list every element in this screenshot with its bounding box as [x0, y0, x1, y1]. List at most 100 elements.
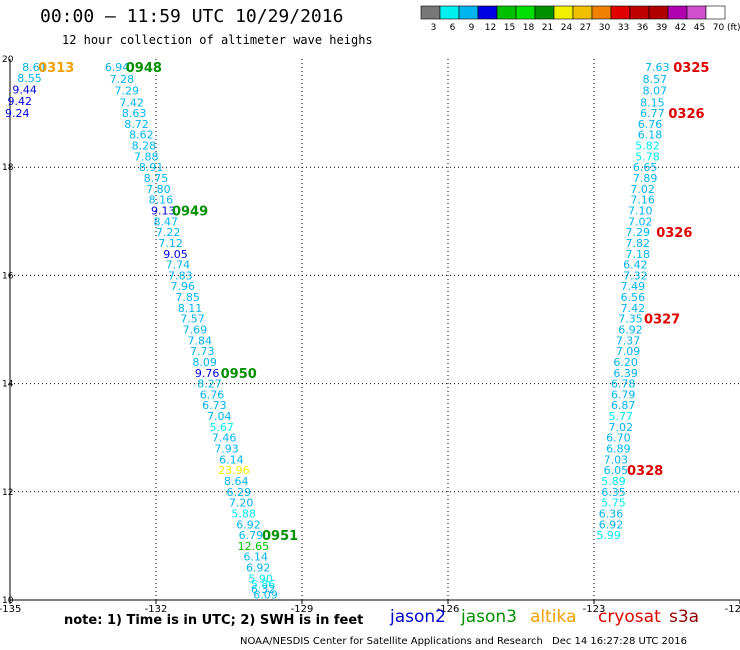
- swh-value-label: 6.92: [236, 518, 261, 531]
- swh-value-label: 6.36: [599, 507, 624, 520]
- swh-value-label: 7.12: [158, 237, 183, 250]
- swh-value-label: 6.05: [604, 464, 629, 477]
- swh-value-label: 8.64: [224, 475, 249, 488]
- legend-cryosat: cryosat: [598, 607, 661, 627]
- swh-value-label: 5.67: [209, 421, 234, 434]
- swh-value-label: 7.10: [628, 204, 653, 217]
- swh-value-label: 7.28: [110, 73, 135, 86]
- swh-value-label: 8.62: [129, 129, 154, 142]
- colorbar-label: 18: [523, 23, 535, 33]
- swh-value-label: 7.20: [229, 497, 254, 510]
- colorbar-label: 45: [694, 23, 705, 33]
- pass-time-label: 0325: [673, 61, 709, 76]
- lat-tick-label: 20: [2, 55, 14, 65]
- swh-value-label: 9.44: [12, 83, 37, 96]
- swh-value-label: 6.94: [105, 61, 130, 74]
- swh-value-label: 8.61: [22, 61, 47, 74]
- footer-note: note: 1) Time is in UTC; 2) SWH is in fe…: [64, 613, 364, 628]
- colorbar-label: 70: [713, 23, 725, 33]
- swh-value-label: 5.90: [248, 572, 273, 585]
- swh-value-label: 7.82: [626, 237, 651, 250]
- swh-value-label: 6.78: [611, 378, 636, 391]
- swh-value-label: 6.92: [246, 562, 271, 575]
- colorbar-label: 15: [504, 23, 515, 33]
- pass-time-label: 0326: [668, 107, 704, 122]
- colorbar-label: 9: [469, 23, 475, 33]
- swh-value-label: 7.93: [214, 443, 239, 456]
- legend-altika: altika: [530, 607, 577, 627]
- lon-tick-label: -126: [437, 604, 460, 615]
- swh-value-label: 7.49: [621, 280, 646, 293]
- swh-value-label: 6.70: [606, 432, 631, 445]
- swh-value-label: 7.69: [183, 324, 208, 337]
- swh-value-label: 9.42: [7, 95, 32, 108]
- map-subtitle: 12 hour collection of altimeter wave hei…: [62, 33, 373, 47]
- colorbar-swatch: [477, 5, 498, 20]
- swh-value-label: 9.76: [195, 367, 220, 380]
- swh-value-label: 6.56: [621, 291, 646, 304]
- colorbar-swatch: [629, 5, 650, 20]
- lat-tick-label: 14: [2, 380, 14, 390]
- swh-value-label: 8.47: [153, 215, 178, 228]
- colorbar-label: 12: [485, 23, 496, 33]
- swh-value-label: 6.79: [239, 529, 264, 542]
- lat-tick-label: 10: [2, 596, 14, 606]
- pass-time-label: 0949: [172, 204, 208, 219]
- pass-time-label: 0326: [656, 226, 692, 241]
- lat-tick-label: 12: [2, 488, 13, 498]
- pass-time-label: 0948: [126, 61, 162, 76]
- swh-value-label: 7.73: [190, 345, 215, 358]
- map-title: 00:00 — 11:59 UTC 10/29/2016: [40, 6, 344, 27]
- legend-s3a: s3a: [669, 607, 700, 627]
- swh-value-label: 7.32: [623, 269, 648, 282]
- colorbar-label: 6: [450, 23, 456, 33]
- swh-value-label: 8.09: [192, 356, 217, 369]
- swh-value-label: 7.29: [626, 226, 651, 239]
- colorbar-label: 42: [675, 23, 686, 33]
- swh-value-label: 8.28: [132, 140, 157, 153]
- swh-value-label: 7.46: [212, 432, 237, 445]
- swh-value-label: 7.42: [621, 302, 646, 315]
- lon-tick-label: -132: [145, 604, 168, 615]
- swh-value-label: 6.65: [633, 161, 658, 174]
- swh-value-label: 7.96: [171, 280, 196, 293]
- swh-value-label: 5.99: [596, 529, 621, 542]
- swh-value-label: 7.37: [616, 334, 641, 347]
- swh-value-label: 6.18: [638, 129, 663, 142]
- colorbar-unit: (ft): [727, 23, 740, 33]
- swh-value-label: 6.09: [253, 589, 278, 602]
- colorbar-label: 39: [656, 23, 668, 33]
- swh-value-label: 7.02: [628, 215, 653, 228]
- swh-value-label: 5.86: [251, 578, 276, 591]
- swh-value-label: 7.83: [168, 269, 193, 282]
- swh-value-label: 7.04: [207, 410, 232, 423]
- pass-time-label: 0951: [262, 529, 298, 544]
- swh-value-label: 6.42: [623, 259, 648, 272]
- lon-tick-label: -135: [0, 604, 21, 615]
- lon-tick-label: -120: [725, 604, 740, 615]
- colorbar-swatch: [534, 5, 555, 20]
- swh-value-label: 6.20: [613, 356, 638, 369]
- generated-timestamp: Dec 14 16:27:28 UTC 2016: [552, 636, 687, 647]
- swh-value-label: 6.76: [200, 388, 225, 401]
- swh-value-label: 6.92: [618, 324, 643, 337]
- swh-value-label: 7.88: [134, 150, 159, 163]
- swh-value-label: 9.24: [5, 107, 30, 120]
- colorbar-swatch: [591, 5, 612, 20]
- colorbar-label: 33: [618, 23, 629, 33]
- swh-value-label: 12.65: [238, 540, 270, 553]
- swh-value-label: 7.57: [180, 313, 205, 326]
- swh-value-label: 7.03: [604, 453, 629, 466]
- swh-value-label: 7.74: [166, 259, 191, 272]
- colorbar-swatch: [439, 5, 460, 20]
- swh-value-label: 9.05: [163, 248, 188, 261]
- swh-value-label: 5.89: [601, 475, 626, 488]
- colorbar-swatch: [667, 5, 688, 20]
- colorbar-label: 36: [637, 23, 649, 33]
- pass-time-label: 0327: [644, 313, 680, 328]
- swh-value-label: 6.39: [613, 367, 638, 380]
- swh-value-label: 8.63: [122, 107, 147, 120]
- colorbar-swatch: [496, 5, 517, 20]
- legend-jason2: jason2: [390, 607, 446, 627]
